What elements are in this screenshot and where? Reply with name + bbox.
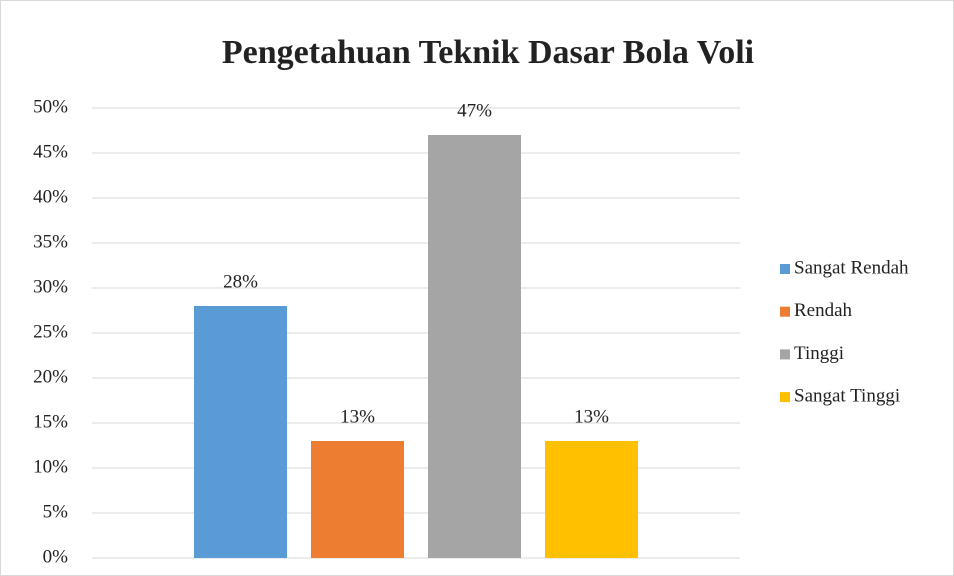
y-tick-label: 25% [33, 321, 68, 342]
y-tick-label: 40% [33, 186, 68, 207]
y-tick-label: 35% [33, 231, 68, 252]
value-label: 13% [574, 406, 609, 427]
y-tick-label: 30% [33, 276, 68, 297]
y-tick-label: 20% [33, 366, 68, 387]
bar [545, 441, 638, 558]
legend-label: Tinggi [794, 343, 844, 364]
legend-swatch [780, 306, 790, 317]
legend-label: Sangat Tinggi [794, 385, 900, 406]
value-label: 13% [340, 406, 375, 427]
y-tick-label: 10% [33, 456, 68, 477]
value-label: 28% [223, 271, 258, 292]
legend-swatch [780, 392, 790, 403]
legend-swatch [780, 264, 790, 274]
y-tick-label: 0% [43, 546, 69, 567]
bar [194, 306, 287, 558]
bar [428, 135, 521, 558]
y-tick-label: 45% [33, 141, 68, 162]
y-tick-label: 5% [43, 501, 69, 522]
y-tick-label: 15% [33, 411, 68, 432]
legend-swatch [780, 349, 790, 360]
chart-title: Pengetahuan Teknik Dasar Bola Voli [222, 34, 754, 71]
y-tick-label: 50% [33, 96, 68, 117]
legend-label: Rendah [794, 300, 853, 321]
bar [311, 441, 404, 558]
legend-label: Sangat Rendah [794, 257, 909, 278]
value-label: 47% [457, 100, 492, 121]
